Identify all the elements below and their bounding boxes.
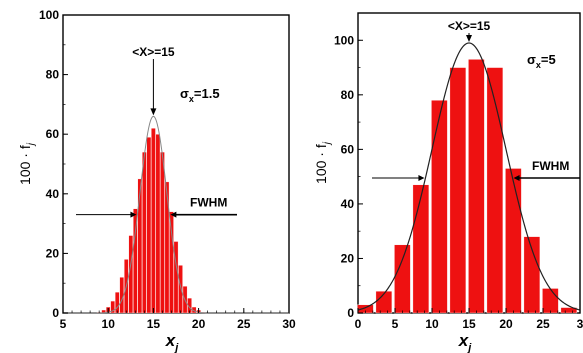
x-tick-label: 5 — [60, 317, 67, 331]
y-axis-label-main: 100 · f — [17, 145, 33, 185]
bar — [412, 184, 430, 314]
bar — [160, 151, 165, 314]
sigma-value: =5 — [541, 52, 556, 67]
bar — [169, 211, 174, 314]
bar — [164, 181, 170, 314]
bar — [394, 244, 411, 314]
x-tick-label: 15 — [147, 317, 161, 331]
x-axis-label: xj — [458, 331, 472, 353]
x-axis-label-main: x — [458, 331, 470, 350]
fwhm-right-arrow-head — [513, 175, 520, 181]
y-axis-label-main: 100 · f — [313, 144, 329, 184]
bar — [505, 168, 522, 314]
fwhm-right-arrow-head — [170, 211, 177, 218]
bar — [178, 265, 183, 314]
bar — [486, 67, 504, 314]
y-tick-label: 80 — [341, 88, 355, 102]
y-tick-label: 20 — [46, 246, 60, 260]
sigma-sub: x — [536, 60, 541, 70]
mean-arrow-head — [466, 35, 472, 42]
bar — [137, 178, 143, 314]
y-tick-label: 60 — [46, 127, 60, 141]
bar — [155, 133, 161, 314]
x-axis-label-main: x — [165, 331, 177, 350]
y-tick-label: 0 — [52, 306, 59, 320]
y-tick-label: 100 — [334, 33, 354, 47]
x-tick-label: 15 — [462, 317, 476, 331]
x-tick-label: 30 — [282, 317, 296, 331]
sigma-label: σx=1.5 — [180, 86, 220, 104]
bar — [133, 208, 138, 314]
x-tick-label: 25 — [237, 317, 251, 331]
sigma-symbol: σ — [527, 52, 536, 67]
bar — [110, 300, 116, 314]
x-axis-label-sub: j — [173, 342, 179, 353]
y-axis-label-sub: j — [26, 142, 37, 147]
bar — [431, 100, 448, 314]
bar — [114, 291, 120, 314]
y-tick-label: 0 — [347, 306, 354, 320]
x-tick-label: 10 — [102, 317, 116, 331]
y-tick-label: 40 — [341, 197, 355, 211]
bar — [542, 288, 559, 314]
mean-label: <X>=15 — [448, 19, 491, 33]
sigma-sub: x — [189, 94, 194, 104]
sigma-label: σx=5 — [527, 52, 556, 70]
x-tick-label: 5 — [392, 317, 399, 331]
mean-label: <X>=15 — [132, 45, 175, 59]
sigma-symbol: σ — [180, 86, 189, 101]
y-tick-label: 80 — [46, 68, 60, 82]
bar — [560, 307, 578, 314]
fwhm-label: FWHM — [532, 159, 569, 173]
y-axis-label: 100 · fj — [17, 142, 37, 185]
x-axis-label-sub: j — [466, 342, 472, 353]
x-tick-label: 10 — [425, 317, 439, 331]
bar — [146, 136, 152, 314]
fwhm-left-arrow-head — [418, 175, 425, 181]
x-tick-label: 20 — [192, 317, 206, 331]
fwhm-left-arrow-head — [130, 211, 137, 218]
y-tick-label: 100 — [39, 8, 59, 22]
y-tick-label: 60 — [341, 142, 355, 156]
x-tick-label: 0 — [355, 317, 362, 331]
y-axis-label: 100 · fj — [313, 141, 333, 184]
mean-arrow-head — [150, 108, 157, 116]
bar — [449, 67, 467, 314]
bar — [142, 151, 147, 314]
y-axis-label-sub: j — [322, 141, 333, 146]
y-tick-label: 40 — [46, 187, 60, 201]
fwhm-label: FWHM — [190, 196, 227, 210]
x-axis-label: xj — [165, 331, 179, 353]
gaussian-curve — [357, 42, 581, 311]
bar — [523, 236, 541, 314]
x-tick-label: 20 — [499, 317, 513, 331]
y-tick-label: 20 — [341, 251, 355, 265]
sigma-value: =1.5 — [194, 86, 220, 101]
bar — [151, 128, 156, 314]
x-tick-label: 25 — [536, 317, 550, 331]
bar — [468, 59, 485, 314]
x-tick-label: 3 — [577, 317, 583, 331]
gaussian-curve — [63, 115, 289, 314]
